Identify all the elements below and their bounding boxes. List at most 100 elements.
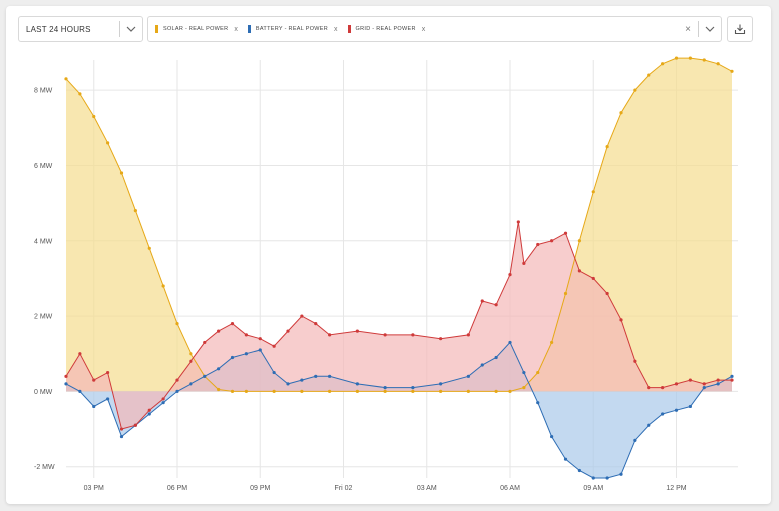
series-multiselect[interactable]: SOLAR - REAL POWER x BATTERY - REAL POWE… — [147, 16, 722, 42]
data-point[interactable] — [522, 370, 526, 375]
data-point[interactable] — [591, 476, 595, 480]
close-icon[interactable]: × — [685, 23, 691, 35]
data-point[interactable] — [716, 382, 720, 386]
data-point[interactable] — [563, 231, 568, 235]
data-point[interactable] — [258, 337, 262, 341]
data-point[interactable] — [605, 145, 609, 149]
data-point[interactable] — [78, 389, 82, 393]
data-point[interactable] — [688, 404, 692, 409]
data-point[interactable] — [161, 401, 165, 405]
data-point[interactable] — [619, 472, 623, 476]
remove-chip-icon[interactable]: x — [421, 25, 426, 33]
data-point[interactable] — [647, 423, 651, 427]
data-point[interactable] — [536, 242, 540, 247]
data-point[interactable] — [328, 389, 332, 393]
data-point[interactable] — [591, 190, 595, 194]
data-point[interactable] — [577, 269, 581, 273]
data-point[interactable] — [577, 468, 581, 473]
data-point[interactable] — [661, 62, 665, 66]
data-point[interactable] — [480, 363, 484, 367]
data-point[interactable] — [702, 386, 706, 390]
data-point[interactable] — [702, 58, 706, 62]
data-point[interactable] — [577, 239, 581, 243]
data-point[interactable] — [661, 386, 665, 390]
data-point[interactable] — [106, 370, 110, 375]
data-point[interactable] — [633, 88, 637, 92]
data-point[interactable] — [355, 329, 359, 333]
data-point[interactable] — [300, 378, 304, 382]
data-point[interactable] — [522, 386, 526, 390]
data-point[interactable] — [244, 333, 248, 337]
data-point[interactable] — [688, 378, 692, 382]
data-point[interactable] — [605, 476, 609, 480]
data-point[interactable] — [494, 303, 498, 307]
data-point[interactable] — [522, 261, 526, 265]
data-point[interactable] — [189, 359, 193, 363]
chevron-down-icon[interactable] — [120, 26, 142, 32]
data-point[interactable] — [439, 389, 443, 393]
data-point[interactable] — [203, 374, 207, 378]
data-point[interactable] — [161, 284, 165, 288]
data-point[interactable] — [355, 382, 359, 386]
data-point[interactable] — [605, 291, 609, 296]
data-point[interactable] — [494, 389, 498, 393]
data-point[interactable] — [119, 427, 124, 431]
data-point[interactable] — [550, 434, 554, 439]
data-point[interactable] — [258, 348, 262, 352]
data-point[interactable] — [466, 374, 470, 378]
data-point[interactable] — [439, 382, 443, 386]
data-point[interactable] — [147, 412, 151, 416]
data-point[interactable] — [189, 382, 193, 386]
remove-chip-icon[interactable]: x — [234, 25, 238, 33]
export-button[interactable] — [727, 16, 753, 42]
data-point[interactable] — [563, 457, 568, 461]
data-point[interactable] — [550, 239, 554, 243]
data-point[interactable] — [550, 340, 554, 345]
data-point[interactable] — [217, 329, 221, 333]
data-point[interactable] — [64, 382, 68, 386]
data-point[interactable] — [272, 370, 276, 375]
data-point[interactable] — [494, 355, 498, 360]
data-point[interactable] — [64, 374, 68, 378]
data-point[interactable] — [175, 322, 179, 326]
data-point[interactable] — [133, 423, 137, 427]
data-point[interactable] — [411, 389, 415, 393]
data-point[interactable] — [78, 92, 82, 96]
data-point[interactable] — [383, 386, 387, 390]
data-point[interactable] — [619, 111, 623, 115]
data-point[interactable] — [272, 344, 276, 348]
data-point[interactable] — [674, 56, 679, 60]
data-point[interactable] — [674, 382, 679, 386]
data-point[interactable] — [175, 389, 179, 393]
data-point[interactable] — [106, 397, 110, 401]
data-point[interactable] — [647, 386, 651, 390]
data-point[interactable] — [730, 69, 734, 73]
data-point[interactable] — [328, 374, 332, 378]
data-point[interactable] — [106, 141, 110, 145]
data-point[interactable] — [716, 62, 720, 66]
data-point[interactable] — [230, 355, 235, 360]
data-point[interactable] — [508, 340, 512, 345]
data-point[interactable] — [633, 359, 637, 363]
data-point[interactable] — [230, 322, 235, 326]
data-point[interactable] — [286, 329, 290, 333]
data-point[interactable] — [591, 276, 595, 281]
data-point[interactable] — [161, 397, 165, 401]
data-point[interactable] — [92, 114, 96, 119]
time-range-select[interactable]: LAST 24 HOURS — [18, 16, 143, 42]
data-point[interactable] — [647, 73, 651, 77]
data-point[interactable] — [314, 374, 318, 378]
data-point[interactable] — [189, 352, 193, 356]
data-point[interactable] — [702, 382, 706, 386]
data-point[interactable] — [355, 389, 359, 393]
data-point[interactable] — [674, 408, 679, 412]
data-point[interactable] — [328, 333, 332, 337]
data-point[interactable] — [92, 378, 96, 382]
data-point[interactable] — [730, 378, 734, 382]
data-point[interactable] — [688, 56, 692, 60]
remove-chip-icon[interactable]: x — [334, 25, 338, 33]
data-point[interactable] — [300, 314, 304, 318]
data-point[interactable] — [147, 408, 151, 412]
data-point[interactable] — [64, 77, 68, 81]
data-point[interactable] — [508, 389, 512, 393]
